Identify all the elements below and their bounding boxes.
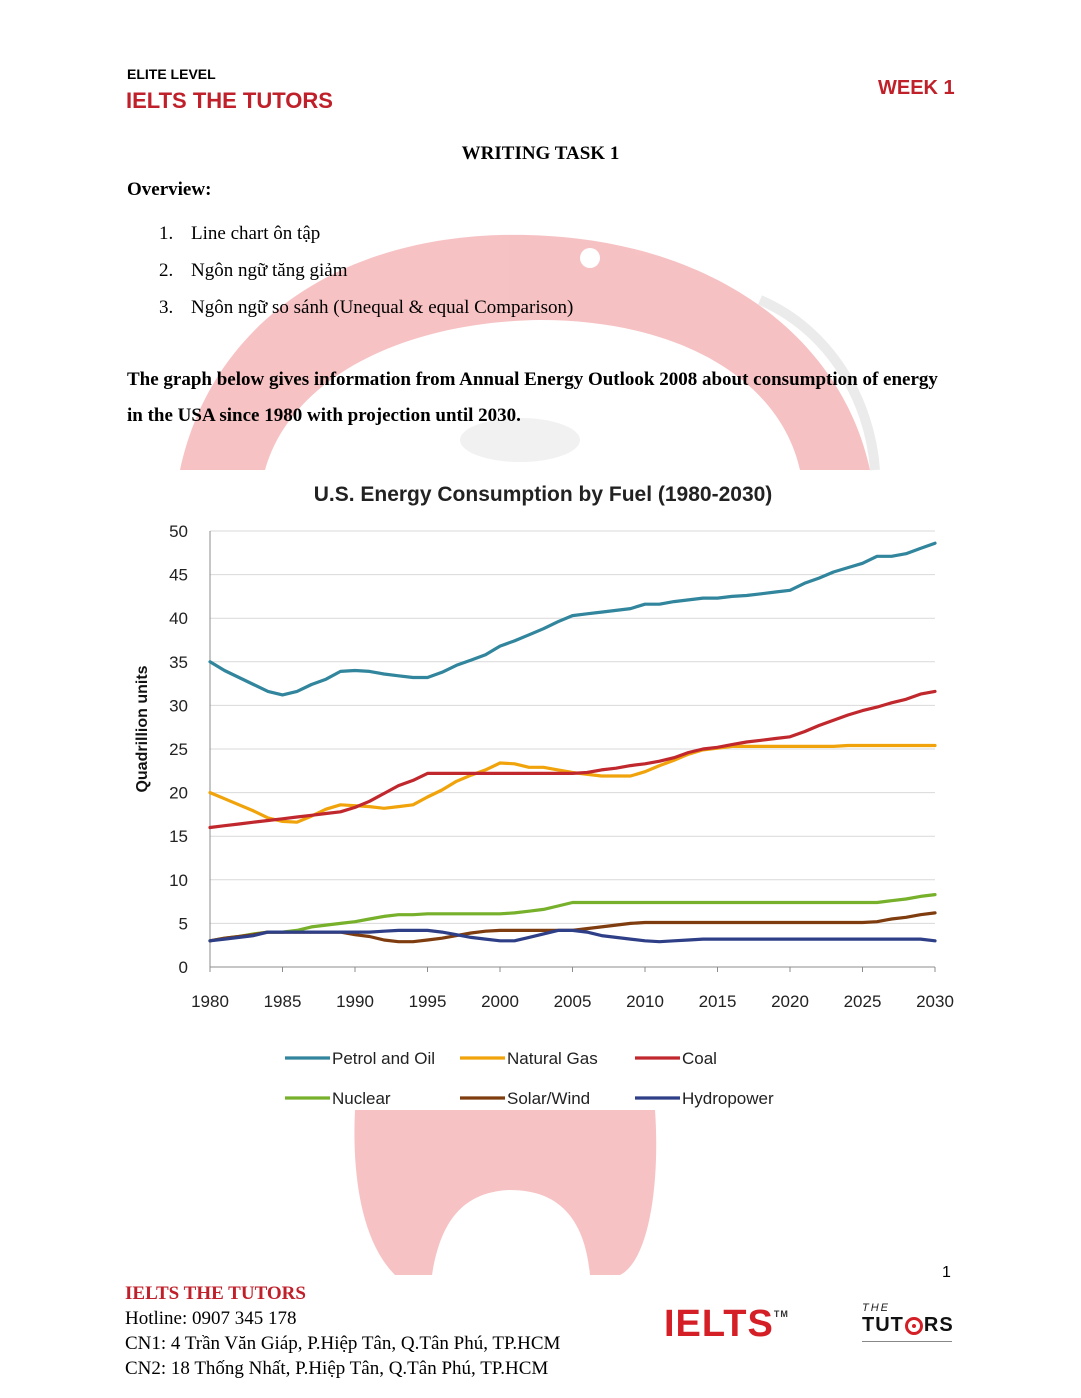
target-icon xyxy=(904,1316,923,1335)
list-item: 2. Ngôn ngữ tăng giảm xyxy=(159,252,573,289)
ielts-logo-text: IELTS xyxy=(664,1303,774,1345)
x-tick-label: 2025 xyxy=(844,992,882,1011)
ielts-logo: IELTSTM xyxy=(664,1303,789,1346)
x-tick-label: 1985 xyxy=(264,992,302,1011)
x-tick-label: 1990 xyxy=(336,992,374,1011)
y-tick-label: 10 xyxy=(169,871,188,890)
legend-label: Hydropower xyxy=(682,1089,774,1108)
y-tick-label: 45 xyxy=(169,566,188,585)
series-line-natural-gas xyxy=(208,743,937,824)
tutors-logo-the: THE xyxy=(862,1302,890,1314)
legend-label: Petrol and Oil xyxy=(332,1049,435,1068)
level-label: ELITE LEVEL xyxy=(127,66,216,82)
list-number: 2. xyxy=(159,260,174,281)
ielts-logo-tm: TM xyxy=(773,1309,789,1319)
footer-address-1: CN1: 4 Trần Văn Giáp, P.Hiệp Tân, Q.Tân … xyxy=(125,1333,561,1354)
x-tick-label: 2005 xyxy=(554,992,592,1011)
overview-list: 1. Line chart ôn tập 2. Ngôn ngữ tăng giảm… xyxy=(159,215,573,326)
tutors-logo-word: TUT RS xyxy=(862,1314,962,1337)
footer-hotline: Hotline: 0907 345 178 xyxy=(125,1308,297,1329)
x-tick-label: 1980 xyxy=(191,992,229,1011)
legend-label: Nuclear xyxy=(332,1089,391,1108)
legend-label: Coal xyxy=(682,1049,717,1068)
y-tick-label: 25 xyxy=(169,740,188,759)
x-tick-label: 2020 xyxy=(771,992,809,1011)
series-line-coal xyxy=(208,689,937,830)
the-tutors-logo: THE TUT RS xyxy=(862,1302,962,1342)
chart-title: U.S. Energy Consumption by Fuel (1980-20… xyxy=(314,483,773,506)
legend-label: Solar/Wind xyxy=(507,1089,590,1108)
line-chart: U.S. Energy Consumption by Fuel (1980-20… xyxy=(134,483,954,1108)
list-item: 1. Line chart ôn tập xyxy=(159,215,573,252)
x-tick-label: 1995 xyxy=(409,992,447,1011)
series-line-hydropower xyxy=(208,928,937,944)
list-number: 1. xyxy=(159,223,174,244)
list-text: Ngôn ngữ tăng giảm xyxy=(191,260,348,281)
x-tick-label: 2015 xyxy=(699,992,737,1011)
y-tick-label: 50 xyxy=(169,522,188,541)
y-tick-label: 40 xyxy=(169,609,188,628)
overview-heading: Overview: xyxy=(127,179,212,200)
page-number: 1 xyxy=(942,1264,951,1281)
y-tick-label: 0 xyxy=(179,958,188,977)
week-label: WEEK 1 xyxy=(878,77,955,99)
footer: IELTS THE TUTORS Hotline: 0907 345 178 C… xyxy=(125,1281,560,1381)
legend-label: Natural Gas xyxy=(507,1049,598,1068)
tutors-logo-right: RS xyxy=(923,1314,954,1336)
y-tick-label: 5 xyxy=(179,914,188,933)
series-line-petrol-and-oil xyxy=(208,541,937,697)
series-line-nuclear xyxy=(208,893,937,943)
list-text: Ngôn ngữ so sánh (Unequal & equal Compar… xyxy=(191,297,574,318)
list-item: 3. Ngôn ngữ so sánh (Unequal & equal Comp… xyxy=(159,289,573,326)
y-tick-label: 35 xyxy=(169,653,188,672)
y-tick-label: 30 xyxy=(169,696,188,715)
y-tick-label: 20 xyxy=(169,784,188,803)
list-text: Line chart ôn tập xyxy=(191,223,321,244)
footer-brand: IELTS THE TUTORS xyxy=(125,1283,306,1304)
tutors-logo-left: TUT xyxy=(862,1314,904,1336)
tutors-logo-underline xyxy=(862,1341,952,1342)
y-tick-label: 15 xyxy=(169,827,188,846)
y-axis-label: Quadrillion units xyxy=(134,665,151,792)
task-title: WRITING TASK 1 xyxy=(461,143,620,164)
task-prompt: The graph below gives information from A… xyxy=(127,369,938,426)
x-tick-label: 2030 xyxy=(916,992,954,1011)
x-tick-label: 2010 xyxy=(626,992,664,1011)
header-brand: IELTS THE TUTORS xyxy=(126,88,333,113)
list-number: 3. xyxy=(159,297,174,318)
x-tick-label: 2000 xyxy=(481,992,519,1011)
footer-address-2: CN2: 18 Thống Nhất, P.Hiệp Tân, Q.Tân Ph… xyxy=(125,1358,549,1379)
